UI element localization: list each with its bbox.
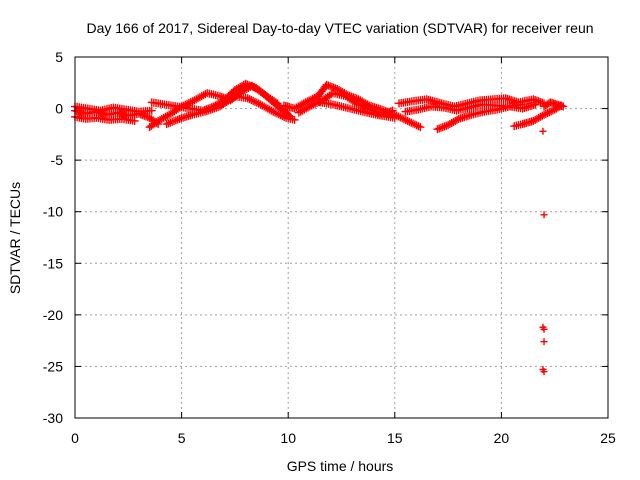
data-point — [307, 101, 316, 110]
data-point — [409, 119, 418, 128]
data-point — [169, 117, 178, 126]
plot-frame — [74, 56, 609, 419]
data-point — [398, 114, 407, 123]
y-tick-label: -5 — [51, 152, 64, 168]
tick-labels: 0 5 10 15 20 25 5 0 -5 -10 -15 -20 -25 -30 — [43, 49, 616, 446]
data-point — [273, 99, 282, 108]
data-point — [249, 96, 258, 105]
data-point — [548, 106, 557, 115]
data-point — [547, 107, 556, 116]
data-point — [545, 108, 554, 117]
data-point — [388, 106, 397, 115]
data-point — [252, 98, 261, 107]
y-tick-label: 0 — [55, 101, 63, 117]
data-point — [540, 211, 548, 219]
data-point — [539, 127, 547, 135]
x-tick-label: 15 — [387, 430, 403, 446]
data-point — [147, 106, 156, 115]
data-point — [188, 97, 197, 106]
data-point — [390, 113, 399, 122]
data-point — [401, 116, 410, 125]
y-tick-label: -10 — [43, 204, 63, 220]
data-point — [164, 119, 173, 128]
y-axis-label: SDTVAR / TECUs — [7, 182, 23, 294]
data-point — [311, 99, 320, 108]
data-point — [407, 118, 416, 127]
data-point — [414, 122, 423, 131]
x-tick-label: 0 — [71, 430, 79, 446]
x-axis-label: GPS time / hours — [287, 458, 394, 474]
data-point — [559, 102, 568, 111]
data-point — [531, 100, 540, 109]
data-point — [306, 95, 315, 104]
data-point — [359, 102, 368, 111]
data-point — [540, 338, 548, 346]
data-point — [171, 116, 180, 125]
data-point — [271, 108, 280, 117]
data-point — [267, 106, 276, 115]
data-point — [405, 117, 414, 126]
data-point — [399, 115, 408, 124]
data-point — [308, 94, 317, 103]
data-point — [309, 100, 318, 109]
x-tick-label: 25 — [600, 430, 616, 446]
data-point — [350, 98, 359, 107]
data-point — [403, 116, 412, 125]
data-point — [269, 107, 278, 116]
x-tick-label: 20 — [494, 430, 510, 446]
data-point — [290, 115, 299, 124]
data-points — [71, 79, 568, 376]
data-point — [540, 368, 548, 376]
data-point — [168, 117, 177, 126]
data-point — [162, 120, 171, 129]
data-point — [280, 112, 289, 121]
data-point — [130, 116, 139, 125]
y-tick-label: -30 — [43, 410, 63, 426]
data-point — [538, 111, 547, 120]
chart-title: Day 166 of 2017, Sidereal Day-to-day VTE… — [86, 20, 593, 36]
data-point — [271, 98, 280, 107]
x-tick-label: 5 — [178, 430, 186, 446]
y-tick-label: 5 — [55, 49, 63, 65]
data-point — [243, 94, 252, 103]
data-point — [310, 93, 319, 102]
data-point — [357, 101, 366, 110]
data-point — [543, 109, 552, 118]
data-point — [272, 109, 281, 118]
y-tick-label: -15 — [43, 255, 63, 271]
data-point — [254, 99, 263, 108]
data-point — [173, 115, 182, 124]
data-point — [276, 111, 285, 120]
data-point — [274, 110, 283, 119]
data-point — [540, 325, 548, 333]
y-tick-label: -20 — [43, 307, 63, 323]
x-tick-label: 10 — [280, 430, 296, 446]
data-point — [278, 112, 287, 121]
data-point — [394, 112, 403, 121]
data-point — [541, 109, 550, 118]
data-point — [166, 118, 175, 127]
data-point — [245, 95, 254, 104]
data-point — [305, 102, 314, 111]
data-point — [184, 98, 193, 107]
data-point — [452, 115, 461, 124]
data-point — [352, 99, 361, 108]
data-point — [416, 123, 425, 132]
y-tick-label: -25 — [43, 358, 63, 374]
data-point — [412, 121, 421, 130]
data-point — [540, 110, 549, 119]
data-point — [251, 97, 260, 106]
data-point — [410, 120, 419, 129]
data-point — [247, 96, 256, 105]
